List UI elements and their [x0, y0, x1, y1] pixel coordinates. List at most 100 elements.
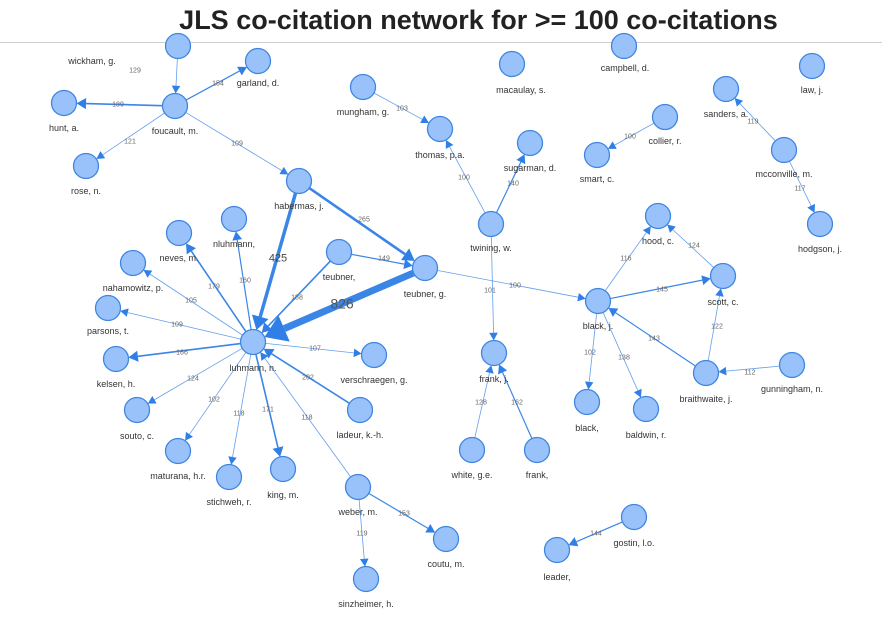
node-teubnerg[interactable]: [411, 254, 439, 282]
edge-twining-thomas: [449, 146, 486, 214]
node-label-smart: smart, c.: [580, 174, 615, 184]
node-label-nluhmann: nluhmann,: [213, 239, 255, 249]
edge-arrowhead: [420, 115, 430, 124]
edge-weight-label: 186: [176, 350, 188, 357]
edge-arrowhead: [489, 332, 498, 341]
edge-arrowhead: [261, 322, 273, 333]
edge-arrowhead: [232, 231, 243, 241]
node-baldwin[interactable]: [632, 395, 660, 423]
node-foucault[interactable]: [161, 92, 189, 120]
edge-arrowhead: [633, 388, 642, 398]
node-wickham[interactable]: [164, 32, 192, 60]
node-campbell[interactable]: [610, 32, 638, 60]
node-teubner1[interactable]: [325, 238, 353, 266]
node-label-rose: rose, n.: [71, 186, 101, 196]
node-stichweh[interactable]: [215, 463, 243, 491]
node-frank2[interactable]: [523, 436, 551, 464]
edge-luhmann-stichweh: [232, 354, 252, 458]
edge-weight-label: 122: [711, 324, 723, 331]
edge-arrowhead: [272, 446, 284, 457]
edge-weight-label: 102: [208, 397, 220, 404]
node-hunt[interactable]: [50, 89, 78, 117]
node-frank[interactable]: [480, 339, 508, 367]
node-label-collier: collier, r.: [648, 136, 681, 146]
edge-weight-label: 162: [511, 400, 523, 407]
node-thomas[interactable]: [426, 115, 454, 143]
node-scott[interactable]: [709, 262, 737, 290]
edge-gunningham-braithwaite: [726, 365, 780, 372]
node-label-law: law, j.: [801, 85, 824, 95]
node-neves[interactable]: [165, 219, 193, 247]
edge-weight-label: 119: [356, 531, 367, 538]
node-mungham[interactable]: [349, 73, 377, 101]
node-parsons[interactable]: [94, 294, 122, 322]
node-mcconville[interactable]: [770, 136, 798, 164]
node-kelsen[interactable]: [102, 345, 130, 373]
edge-weight-label: 116: [620, 256, 631, 263]
edge-weight-label: 179: [208, 284, 220, 291]
node-whiteg[interactable]: [458, 436, 486, 464]
edge-arrowhead: [516, 154, 526, 165]
edge-arrowhead: [96, 151, 106, 160]
node-sugarman[interactable]: [516, 129, 544, 157]
node-luhmann[interactable]: [239, 328, 267, 356]
node-label-sugarman: sugarman, d.: [504, 163, 557, 173]
edge-black-scott: [610, 279, 703, 300]
node-nluhmann[interactable]: [220, 205, 248, 233]
node-nahamowitz[interactable]: [119, 249, 147, 277]
edge-arrowhead: [264, 315, 290, 342]
edge-arrowhead: [485, 365, 494, 374]
node-black[interactable]: [584, 287, 612, 315]
edge-arrowhead: [228, 456, 237, 465]
edge-black-black2: [588, 313, 598, 382]
title-divider: [0, 42, 882, 43]
edge-luhmann-souto: [154, 347, 243, 401]
edge-weight-label: 160: [239, 278, 251, 285]
node-gunningham[interactable]: [778, 351, 806, 379]
node-hodgson[interactable]: [806, 210, 834, 238]
node-label-habermas: habermas, j.: [274, 201, 324, 211]
node-leader[interactable]: [543, 536, 571, 564]
node-sanders[interactable]: [712, 75, 740, 103]
edge-arrowhead: [403, 259, 413, 269]
node-label-nahamowitz: nahamowitz, p.: [103, 283, 164, 293]
node-maturana[interactable]: [164, 437, 192, 465]
edge-weight-label: 118: [301, 415, 312, 422]
node-ladeur[interactable]: [346, 396, 374, 424]
node-habermas[interactable]: [285, 167, 313, 195]
node-hood[interactable]: [644, 202, 672, 230]
edge-foucault-garland: [185, 70, 240, 101]
edge-arrowhead: [584, 381, 594, 390]
node-garland[interactable]: [244, 47, 272, 75]
edge-arrowhead: [147, 396, 157, 404]
edge-weight-label: 145: [656, 287, 668, 294]
node-souto[interactable]: [123, 396, 151, 424]
edge-weight-label: 121: [124, 139, 136, 146]
edge-teubner1-luhmann: [267, 260, 331, 327]
edge-weight-label: 100: [509, 283, 521, 290]
node-black2[interactable]: [573, 388, 601, 416]
node-king[interactable]: [269, 455, 297, 483]
node-label-stichweh: stichweh, r.: [206, 497, 251, 507]
node-label-baldwin: baldwin, r.: [626, 430, 667, 440]
node-label-black: black, j.: [583, 321, 614, 331]
node-macaulay[interactable]: [498, 50, 526, 78]
node-sinzheimer[interactable]: [352, 565, 380, 593]
node-verschraegen[interactable]: [360, 341, 388, 369]
node-braithwaite[interactable]: [692, 359, 720, 387]
edge-teubner1-teubnerg: [351, 253, 405, 265]
node-label-neves: neves, m.: [159, 253, 198, 263]
node-collier[interactable]: [651, 103, 679, 131]
node-twining[interactable]: [477, 210, 505, 238]
node-rose[interactable]: [72, 152, 100, 180]
node-gostin[interactable]: [620, 503, 648, 531]
node-smart[interactable]: [583, 141, 611, 169]
node-coutu[interactable]: [432, 525, 460, 553]
edge-arrowhead: [120, 308, 129, 317]
node-label-weber: weber, m.: [337, 507, 377, 517]
edge-weight-label: 128: [475, 400, 487, 407]
node-weber[interactable]: [344, 473, 372, 501]
edge-weight-label: 202: [302, 375, 314, 382]
node-law[interactable]: [798, 52, 826, 80]
